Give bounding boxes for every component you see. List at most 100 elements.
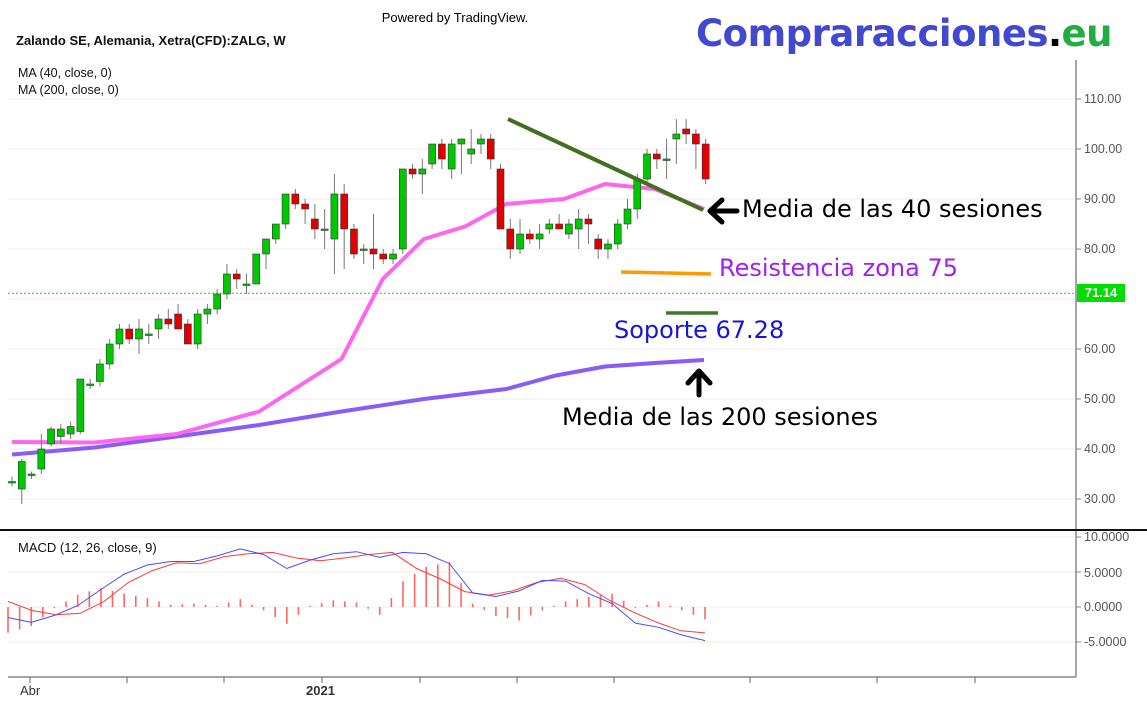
downtrend-line xyxy=(507,117,704,212)
brand-logo[interactable]: Compraracciones.eu xyxy=(696,12,1112,55)
ma200-line xyxy=(11,358,705,457)
candle-body xyxy=(516,233,524,250)
candle-body xyxy=(340,193,348,230)
candle-body xyxy=(408,168,417,175)
price-tick: 60.00 xyxy=(1084,342,1116,356)
candle-body xyxy=(115,328,124,345)
brand-name: Compraracciones xyxy=(696,12,1048,55)
candle-body xyxy=(633,178,642,210)
candle-body xyxy=(438,143,446,160)
price-tick: 100.00 xyxy=(1084,142,1123,156)
candle-body xyxy=(125,328,134,340)
time-label-abr: Abr xyxy=(20,683,41,698)
candle-body xyxy=(320,228,329,231)
candle-body xyxy=(164,318,173,325)
candle-body xyxy=(457,138,466,145)
candle-body xyxy=(96,363,104,382)
candle-body xyxy=(27,473,36,476)
price-tick: 110.00 xyxy=(1084,92,1122,106)
ma40-line xyxy=(11,182,705,445)
candle-body xyxy=(574,218,583,230)
candle-body xyxy=(682,128,690,135)
candle-body xyxy=(86,383,94,386)
candle-body xyxy=(379,253,388,260)
candle-body xyxy=(477,138,485,145)
macd-signal-line xyxy=(7,551,706,634)
candle-body xyxy=(496,168,505,230)
candle-body xyxy=(154,318,163,330)
candle-body xyxy=(105,343,114,365)
candle-body xyxy=(486,138,495,160)
resistance-line xyxy=(620,270,712,276)
candle-body xyxy=(232,273,241,280)
candle-body xyxy=(291,193,300,205)
price-tick: 90.00 xyxy=(1084,192,1116,206)
candle-body xyxy=(662,158,671,161)
candle-body xyxy=(213,293,221,310)
candle-body xyxy=(57,428,65,437)
candle-body xyxy=(643,153,651,180)
candle-body xyxy=(193,313,202,345)
candle-body xyxy=(369,248,378,255)
candle-body xyxy=(545,223,554,230)
price-tick: 30.00 xyxy=(1084,492,1116,506)
macd-tick: 5.0000 xyxy=(1084,566,1123,580)
candle-body xyxy=(8,481,16,484)
candle-body xyxy=(398,168,407,250)
macd-legend: MACD (12, 26, close, 9) xyxy=(18,540,157,555)
candle-body xyxy=(47,428,55,445)
candle-body xyxy=(144,333,153,336)
candle-body xyxy=(506,228,515,250)
candle-body xyxy=(242,283,251,286)
support-annotation: Soporte 67.28 xyxy=(614,316,785,344)
candle-body xyxy=(330,193,339,240)
candle-body xyxy=(604,243,612,250)
candle-body xyxy=(526,233,534,240)
macd-tick: 10.0000 xyxy=(1084,530,1130,544)
candle-body xyxy=(311,218,319,230)
candle-body xyxy=(584,218,593,225)
candle-body xyxy=(359,248,368,251)
powered-by-text: Powered by TradingView. xyxy=(381,10,529,25)
time-label-2021: 2021 xyxy=(306,683,335,698)
candle-body xyxy=(672,133,681,140)
candle-body xyxy=(37,448,46,470)
ma40-annotation: Media de las 40 sesiones xyxy=(742,195,1043,223)
macd-tick: 0.0000 xyxy=(1084,600,1123,614)
macd-tick: -5.0000 xyxy=(1084,635,1127,649)
ma200-annotation: Media de las 200 sesiones xyxy=(562,403,878,431)
candle-body xyxy=(389,253,397,260)
macd-line xyxy=(7,548,706,642)
candle-body xyxy=(613,223,622,245)
candle-body xyxy=(252,253,261,285)
brand-dot: . xyxy=(1047,12,1062,55)
candle-body xyxy=(184,323,192,345)
candle-body xyxy=(135,328,143,340)
candle-body xyxy=(594,238,603,250)
candle-body xyxy=(17,461,26,490)
resistance-annotation: Resistencia zona 75 xyxy=(719,254,958,282)
price-tick: 80.00 xyxy=(1084,242,1116,256)
price-tick: 50.00 xyxy=(1084,392,1116,406)
candle-body xyxy=(350,228,358,255)
brand-tld: eu xyxy=(1061,12,1113,55)
candle-body xyxy=(418,168,427,175)
ma40-legend: MA (40, close, 0) xyxy=(18,66,112,80)
candle-body xyxy=(66,426,75,435)
candle-body xyxy=(262,238,270,255)
arrow-up-icon xyxy=(685,368,713,398)
last-price-badge: 71.14 xyxy=(1077,284,1125,302)
chart-symbol-title: Zalando SE, Alemania, Xetra(CFD):ZALG, W xyxy=(16,33,286,48)
candle-body xyxy=(271,223,280,240)
candle-body xyxy=(623,208,632,225)
arrow-left-icon xyxy=(707,197,740,225)
candle-body xyxy=(428,143,436,165)
candle-body xyxy=(281,193,290,225)
candle-body xyxy=(701,143,710,180)
candle-body xyxy=(223,273,231,295)
candle-body xyxy=(555,223,563,230)
candle-body xyxy=(76,378,85,432)
candle-body xyxy=(301,203,309,210)
price-tick: 40.00 xyxy=(1084,442,1116,456)
